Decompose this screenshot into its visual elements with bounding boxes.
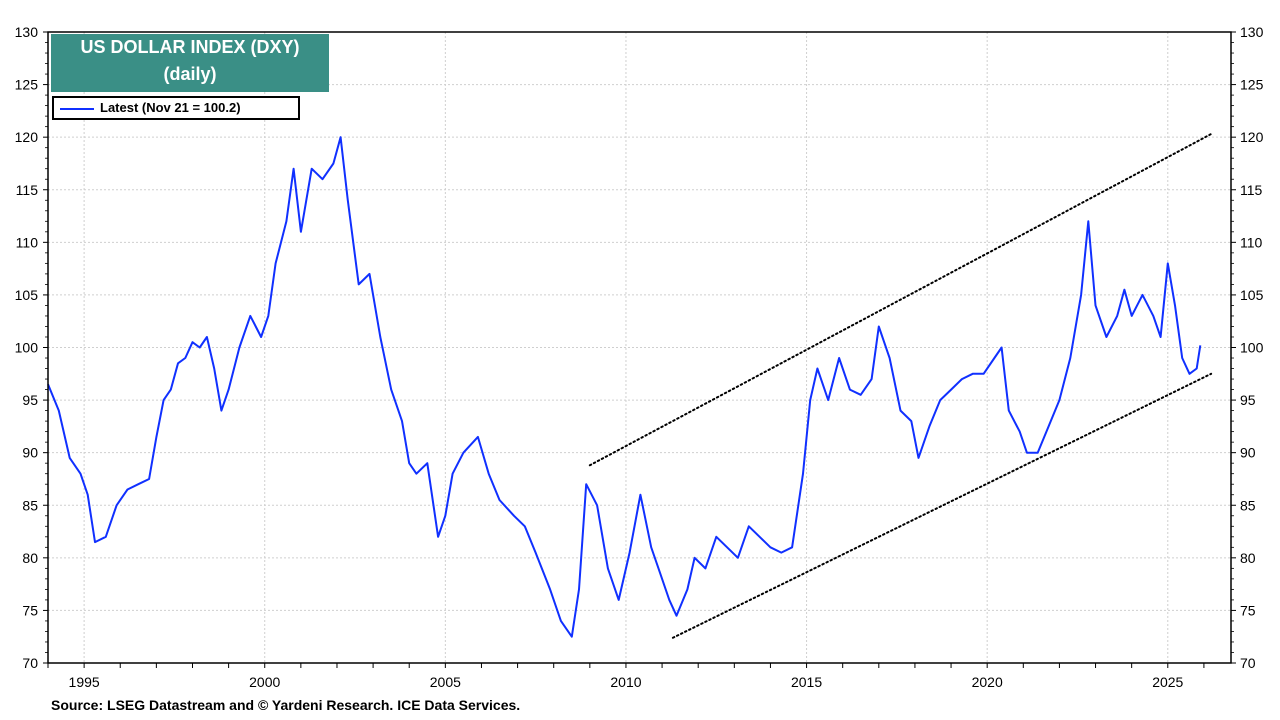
y-tick-label-right: 105 [1240, 287, 1264, 303]
trendlines [588, 133, 1213, 639]
x-tick-label: 2010 [610, 674, 641, 690]
y-tick-label-right: 70 [1240, 655, 1256, 671]
y-tick-label-left: 70 [22, 655, 38, 671]
source-note: Source: LSEG Datastream and © Yardeni Re… [51, 697, 521, 713]
y-tick-label-right: 115 [1240, 182, 1263, 198]
y-tick-label-left: 130 [15, 24, 39, 40]
y-tick-label-left: 85 [22, 497, 38, 513]
y-tick-label-left: 110 [16, 234, 39, 250]
x-tick-label: 2000 [249, 674, 280, 690]
y-tick-label-right: 125 [1240, 77, 1264, 93]
y-tick-label-left: 80 [22, 550, 38, 566]
series-line [47, 136, 1202, 638]
y-tick-label-right: 120 [1240, 129, 1264, 145]
legend-swatch [60, 108, 94, 110]
y-tick-label-left: 115 [16, 182, 39, 198]
y-tick-label-right: 80 [1240, 550, 1256, 566]
y-axis-left: 70 75 80 85 90 95 100 105 110 115 120 125 130 [15, 24, 48, 671]
x-axis: 1995 2000 2005 2010 2015 2020 2025 [47, 663, 1205, 690]
x-tick-label: 2020 [972, 674, 1003, 690]
y-tick-label-right: 130 [1240, 24, 1264, 40]
chart-title-box: US DOLLAR INDEX (DXY) (daily) [51, 34, 329, 92]
y-tick-label-left: 100 [15, 340, 39, 356]
legend: Latest (Nov 21 = 100.2) [52, 96, 300, 120]
y-tick-label-right: 75 [1240, 602, 1256, 618]
y-tick-label-right: 85 [1240, 497, 1256, 513]
y-tick-label-left: 125 [15, 77, 39, 93]
y-tick-label-left: 90 [22, 445, 38, 461]
y-tick-label-left: 105 [15, 287, 39, 303]
trend-line [588, 133, 1213, 467]
x-tick-label: 2015 [791, 674, 822, 690]
y-axis-right: 70 75 80 85 90 95 100 105 110 115 120 125 130 [1231, 24, 1264, 671]
x-tick-label: 1995 [69, 674, 100, 690]
x-tick-label: 2025 [1152, 674, 1183, 690]
y-tick-label-left: 95 [22, 392, 38, 408]
y-tick-label-right: 110 [1240, 234, 1263, 250]
series-group [47, 136, 1202, 638]
y-tick-label-right: 95 [1240, 392, 1256, 408]
y-tick-label-left: 75 [22, 602, 38, 618]
chart-title: US DOLLAR INDEX (DXY) [80, 37, 300, 57]
trend-line [671, 372, 1213, 639]
chart-subtitle: (daily) [163, 64, 217, 84]
legend-label: Latest (Nov 21 = 100.2) [100, 100, 241, 115]
y-tick-label-right: 100 [1240, 340, 1264, 356]
x-tick-label: 2005 [430, 674, 461, 690]
y-tick-label-right: 90 [1240, 445, 1256, 461]
y-tick-label-left: 120 [15, 129, 39, 145]
